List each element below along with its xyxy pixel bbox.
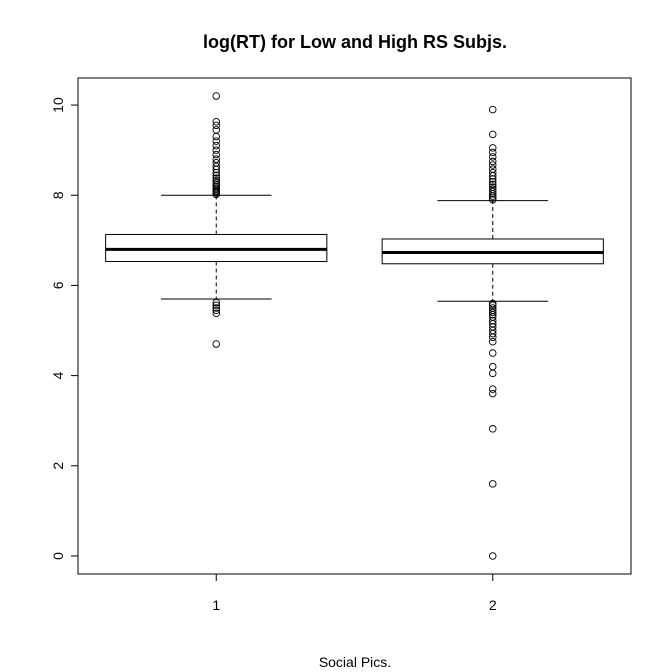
outlier-point	[489, 168, 497, 177]
outlier-point	[489, 185, 497, 194]
outlier-point	[212, 121, 220, 130]
outlier-point	[212, 176, 220, 185]
outlier-point	[212, 340, 220, 348]
outlier-point	[489, 369, 497, 378]
outlier-point	[489, 425, 497, 433]
outlier-point	[212, 178, 220, 187]
y-tick-label: 0	[50, 552, 66, 560]
outlier-point	[212, 184, 220, 192]
outlier-point	[489, 301, 497, 310]
outlier-point	[212, 126, 220, 134]
outlier-point	[212, 182, 220, 190]
y-tick-label: 6	[50, 281, 66, 289]
outlier-point	[212, 162, 220, 171]
outlier-point	[489, 349, 497, 357]
outlier-point	[489, 180, 497, 189]
outlier-point	[212, 92, 220, 100]
outlier-point	[489, 130, 497, 139]
outlier-point	[212, 155, 220, 163]
outlier-point	[489, 552, 497, 560]
outlier-point	[489, 153, 497, 161]
outlier-point	[489, 105, 497, 114]
outlier-point	[489, 157, 497, 166]
box-group-1	[105, 92, 328, 348]
plot-frame	[77, 77, 632, 575]
boxes	[105, 92, 604, 560]
outlier-point	[489, 362, 497, 371]
outlier-point	[212, 298, 220, 307]
outlier-point	[489, 187, 497, 196]
x-tick-label: 2	[489, 597, 497, 613]
outlier-point	[212, 146, 220, 154]
outlier-point	[489, 183, 497, 191]
x-axis-label: Social Pics.	[319, 654, 391, 670]
outlier-point	[212, 306, 220, 314]
box-group-2	[381, 105, 604, 560]
outlier-point	[489, 480, 497, 488]
outlier-point	[489, 144, 497, 152]
outlier-point	[212, 174, 220, 182]
outlier-point	[489, 165, 497, 173]
outlier-point	[212, 150, 220, 159]
outlier-point	[489, 333, 497, 342]
x-tick-label: 1	[212, 597, 220, 613]
outlier-point	[212, 141, 220, 150]
outlier-point	[489, 338, 497, 346]
outlier-point	[212, 132, 220, 141]
outlier-point	[489, 385, 497, 393]
outlier-point	[212, 304, 220, 312]
outlier-point	[489, 195, 497, 204]
outlier-point	[212, 159, 220, 167]
y-axis: 0 2 4 6 8 10	[50, 97, 79, 560]
outlier-point	[212, 117, 220, 126]
outlier-point	[212, 301, 220, 310]
outlier-point	[489, 148, 497, 157]
y-tick-label: 2	[50, 462, 66, 470]
outlier-point	[489, 161, 497, 169]
y-tick-label: 8	[50, 191, 66, 199]
outlier-point	[489, 329, 497, 338]
outlier-point	[489, 389, 497, 398]
outlier-point	[212, 309, 220, 318]
y-tick-label: 4	[50, 371, 66, 379]
outlier-point	[489, 310, 497, 319]
chart-title: log(RT) for Low and High RS Subjs.	[203, 32, 507, 52]
outlier-point	[212, 137, 220, 145]
outlier-point	[212, 171, 220, 180]
outlier-point	[489, 177, 497, 186]
outlier-point	[489, 308, 497, 317]
y-tick-label: 10	[50, 97, 66, 113]
